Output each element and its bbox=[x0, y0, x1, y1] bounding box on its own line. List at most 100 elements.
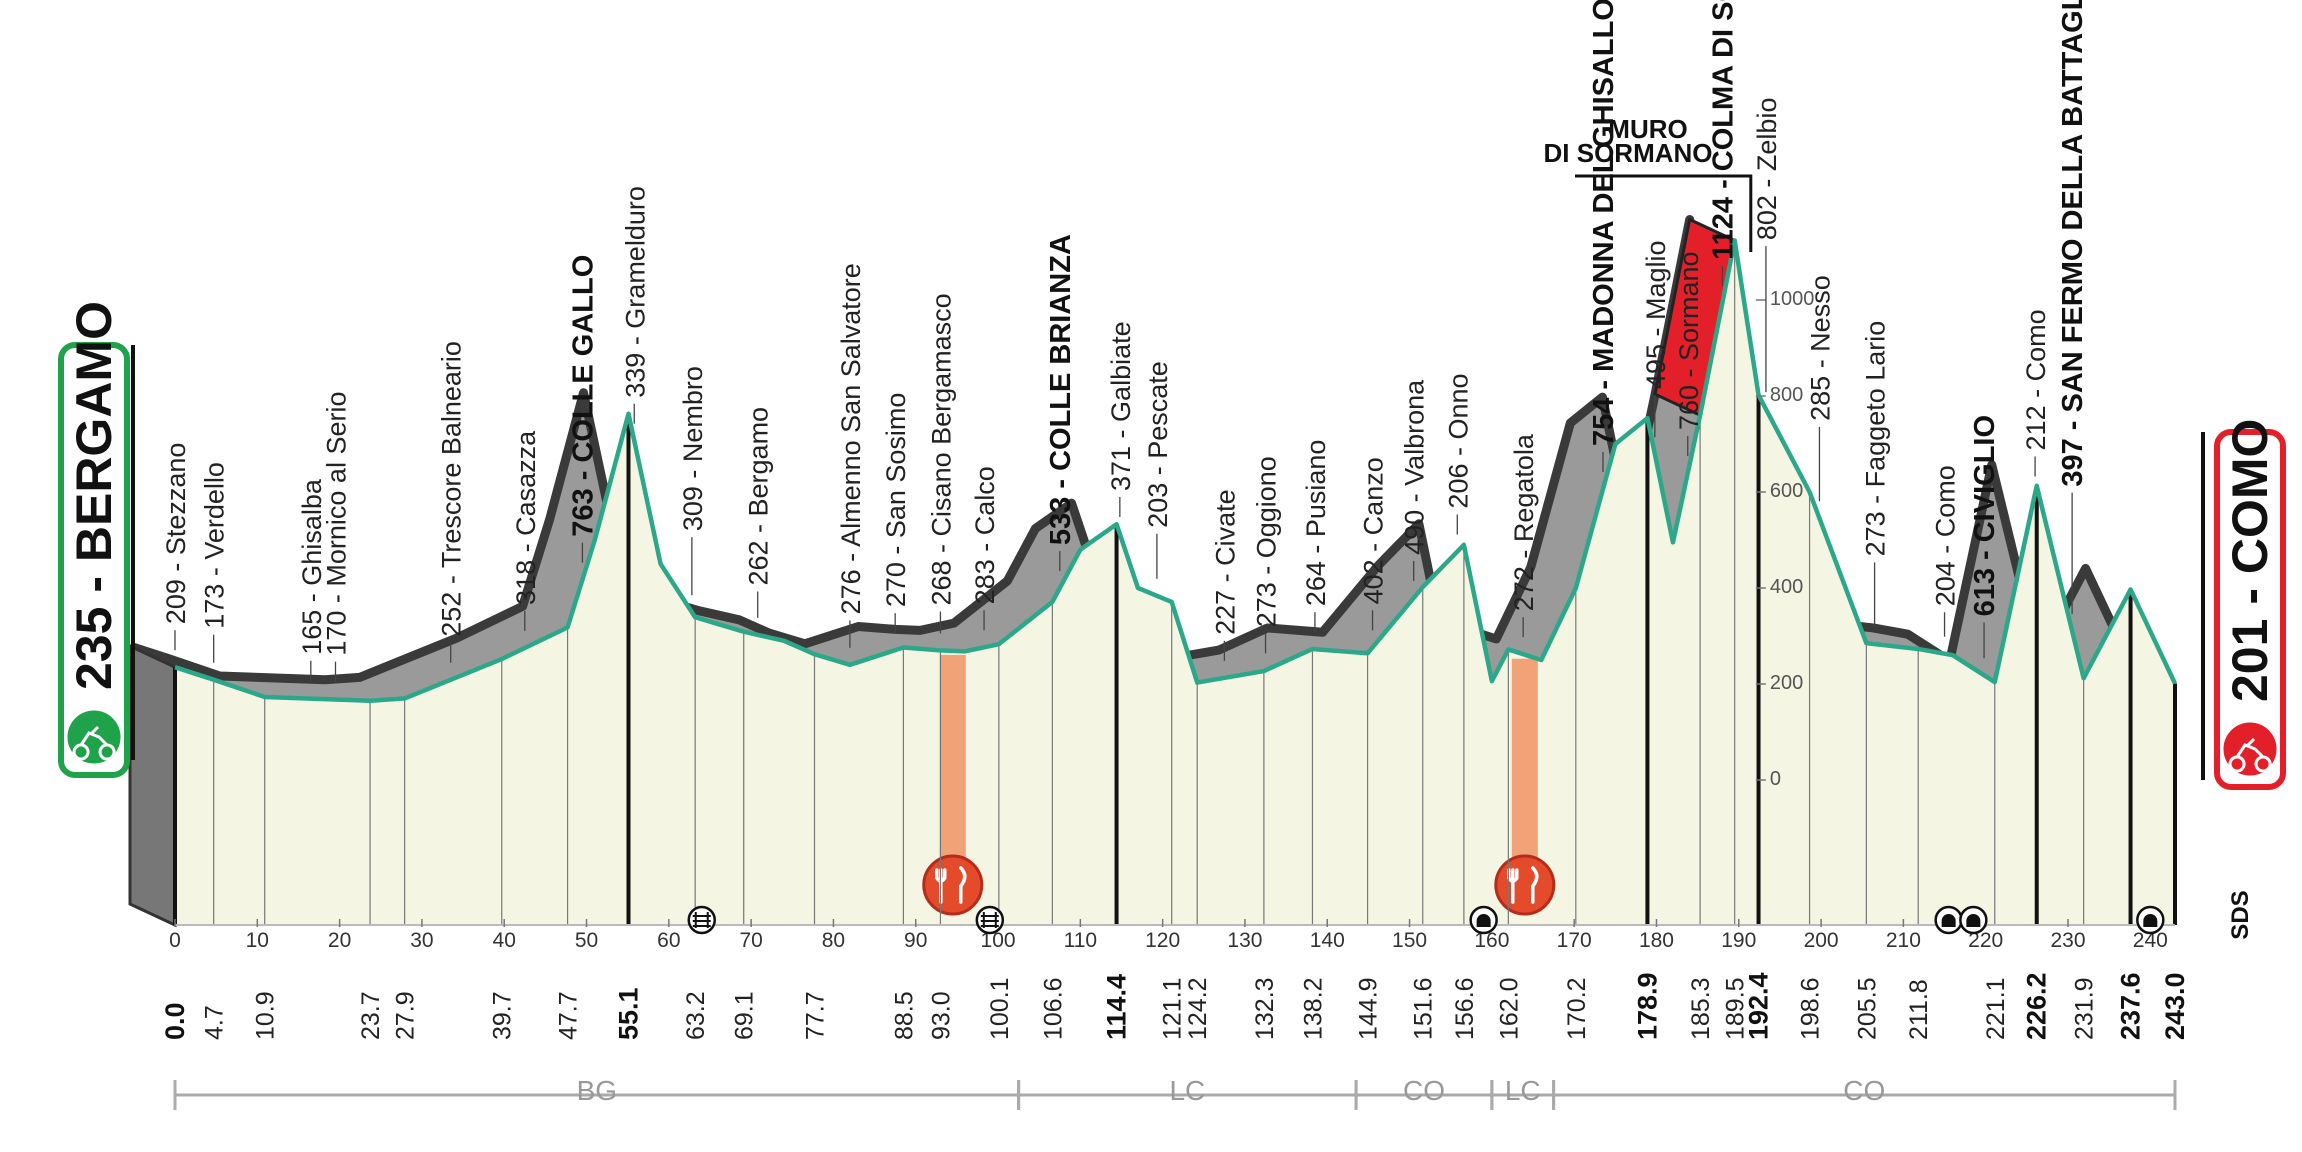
distance-label: 100.1 bbox=[986, 977, 1014, 1040]
x-tick-label: 90 bbox=[904, 929, 927, 952]
place-label: 227 - Civate bbox=[1210, 489, 1240, 635]
distance-label: 124.2 bbox=[1184, 977, 1212, 1040]
distance-label: 226.2 bbox=[2022, 972, 2052, 1040]
start-badge bbox=[58, 342, 130, 778]
place-label: 760 - Sormano bbox=[1674, 251, 1704, 430]
province-label: LC bbox=[1505, 1075, 1541, 1106]
place-label: 165 - Ghisalba bbox=[297, 478, 327, 655]
distance-label: 211.8 bbox=[1905, 979, 1933, 1040]
rail-glyph bbox=[692, 912, 711, 928]
distance-label: 10.9 bbox=[252, 991, 280, 1040]
place-label: 273 - Oggiono bbox=[1252, 456, 1282, 627]
start-cyclist-glyph bbox=[72, 725, 116, 761]
distance-label: 39.7 bbox=[489, 991, 517, 1040]
finish-cyclist-glyph bbox=[2228, 737, 2272, 773]
start-cyclist-icon bbox=[64, 707, 124, 767]
place-label: 309 - Nembro bbox=[678, 366, 708, 531]
place-label: 212 - Como bbox=[2021, 309, 2051, 450]
x-tick-label: 70 bbox=[739, 929, 762, 952]
distance-label: 63.2 bbox=[682, 991, 710, 1040]
x-tick-label: 140 bbox=[1310, 929, 1345, 952]
x-tick-label: 240 bbox=[2133, 929, 2168, 952]
muro-callout-line bbox=[1575, 174, 1753, 252]
distance-label: 151.6 bbox=[1410, 977, 1438, 1040]
distance-label: 106.6 bbox=[1039, 977, 1067, 1040]
y-tick-label: 800 bbox=[1770, 384, 1803, 406]
place-label: 252 - Trescore Balneario bbox=[437, 341, 467, 637]
y-tick-label: 200 bbox=[1770, 672, 1803, 694]
place-label: 283 - Calco bbox=[970, 466, 1000, 604]
distance-label: 138.2 bbox=[1299, 977, 1327, 1040]
distance-label: 170.2 bbox=[1563, 977, 1591, 1040]
x-tick-label: 170 bbox=[1557, 929, 1592, 952]
x-tick-label: 20 bbox=[328, 929, 351, 952]
x-tick-label: 110 bbox=[1064, 929, 1097, 952]
feed-zone-band bbox=[1511, 658, 1538, 885]
distance-label: 88.5 bbox=[890, 991, 918, 1040]
distance-label: 198.6 bbox=[1797, 977, 1825, 1040]
tunnel-glyph bbox=[1941, 914, 1956, 927]
rail-glyph bbox=[980, 912, 999, 928]
x-tick-label: 180 bbox=[1639, 929, 1674, 952]
feed-zone-icon-circle bbox=[1494, 854, 1556, 916]
distance-label: 231.9 bbox=[2071, 977, 2099, 1040]
x-tick-label: 80 bbox=[822, 929, 845, 952]
y-tick-label: 400 bbox=[1770, 576, 1803, 598]
x-tick-label: 160 bbox=[1474, 929, 1509, 952]
distance-label: 132.3 bbox=[1251, 977, 1279, 1040]
x-tick-label: 60 bbox=[657, 929, 680, 952]
x-tick-label: 220 bbox=[1968, 929, 2003, 952]
place-label: 339 - Gramelduro bbox=[620, 186, 650, 398]
feed-zone-band bbox=[939, 654, 966, 885]
tunnel-icon bbox=[1959, 905, 1988, 935]
province-label: BG bbox=[577, 1075, 617, 1106]
tunnel-glyph bbox=[1476, 914, 1491, 927]
tunnel-icon bbox=[2136, 905, 2165, 935]
x-tick-label: 30 bbox=[410, 929, 433, 952]
place-label: 318 - Casazza bbox=[511, 430, 541, 605]
climb-label: 397 - SAN FERMO DELLA BATTAGLIA bbox=[2057, 0, 2089, 487]
place-label: 203 - Pescate bbox=[1143, 361, 1173, 528]
tunnel-glyph bbox=[1966, 914, 1981, 927]
distance-label: 178.9 bbox=[1632, 972, 1662, 1040]
tunnel-glyph bbox=[2143, 914, 2158, 927]
place-label: 262 - Bergamo bbox=[744, 407, 774, 586]
x-tick-label: 10 bbox=[246, 929, 269, 952]
finish-label: 201 - COMO bbox=[2222, 419, 2278, 702]
x-tick-label: 0 bbox=[169, 929, 181, 952]
brand-logo: SDS bbox=[2227, 890, 2254, 939]
distance-label: 114.4 bbox=[1102, 974, 1132, 1040]
climb-label: 533 - COLLE BRIANZA bbox=[1045, 234, 1077, 545]
x-tick-label: 190 bbox=[1721, 929, 1756, 952]
distance-label: 27.9 bbox=[392, 991, 420, 1040]
place-label: 495 - Maglio bbox=[1641, 240, 1671, 389]
place-label: 206 - Onno bbox=[1443, 373, 1473, 508]
place-label: 209 - Stezzano bbox=[161, 443, 191, 625]
y-tick-label: 1000 bbox=[1770, 288, 1815, 310]
tunnel-icon bbox=[1934, 905, 1963, 935]
distance-label: 121.1 bbox=[1159, 977, 1187, 1040]
distance-label: 205.5 bbox=[1853, 977, 1881, 1040]
distance-label: 77.7 bbox=[802, 991, 830, 1040]
x-tick-label: 50 bbox=[575, 929, 598, 952]
place-label: 270 - San Sosimo bbox=[881, 393, 911, 608]
province-label: CO bbox=[1843, 1075, 1885, 1106]
railway-crossing-icon bbox=[975, 905, 1005, 935]
place-label: 272 - Regatola bbox=[1509, 433, 1539, 611]
place-label: 264 - Pusiano bbox=[1301, 440, 1331, 607]
road-line bbox=[174, 238, 2178, 704]
province-label: LC bbox=[1169, 1075, 1205, 1106]
place-label: 402 - Canzo bbox=[1359, 457, 1389, 604]
place-label: 276 - Almenno San Salvatore bbox=[836, 263, 866, 614]
feed-zone-icon bbox=[1494, 854, 1556, 916]
start-badge-frame bbox=[58, 342, 130, 778]
place-label: 273 - Faggeto Lario bbox=[1861, 321, 1891, 557]
finish-badge-frame bbox=[2214, 429, 2286, 790]
x-tick-label: 210 bbox=[1886, 929, 1921, 952]
finish-cyclist-icon bbox=[2220, 719, 2280, 779]
x-tick-label: 40 bbox=[493, 929, 516, 952]
profile-area bbox=[175, 240, 2175, 926]
x-tick-label: 100 bbox=[981, 929, 1016, 952]
